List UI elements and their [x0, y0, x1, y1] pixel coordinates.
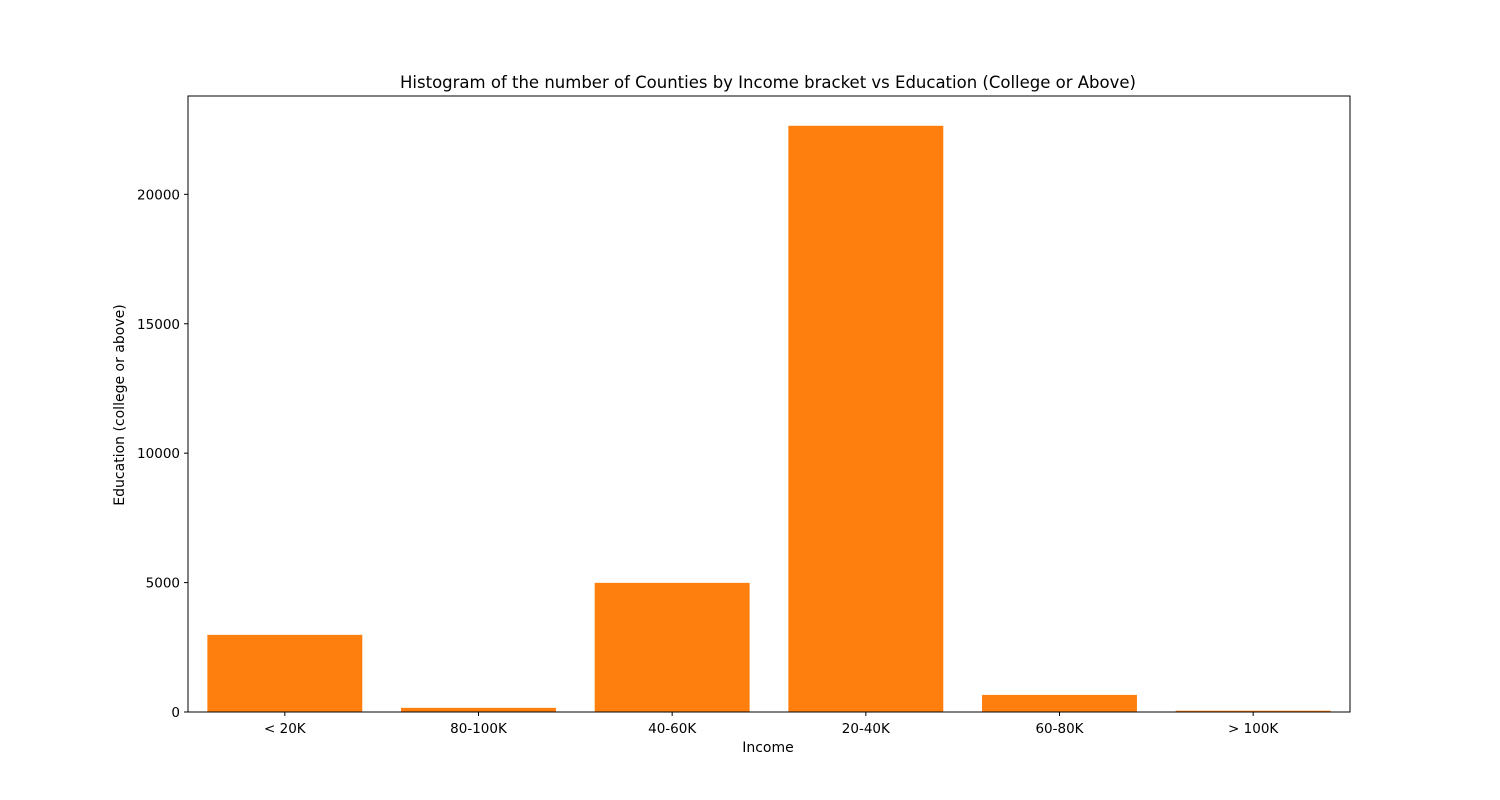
x-tick-label: 40-60K — [648, 721, 697, 737]
y-tick-label: 0 — [171, 705, 180, 721]
plot-frame — [187, 95, 1351, 713]
bar — [594, 582, 750, 712]
bar — [207, 634, 363, 712]
x-tick-label: 60-80K — [1035, 721, 1084, 737]
bar — [982, 694, 1137, 712]
y-tick-label: 5000 — [146, 576, 180, 592]
y-tick-label: 20000 — [137, 187, 180, 203]
bar — [401, 707, 556, 712]
y-tick-label: 15000 — [137, 317, 180, 333]
chart-title: Histogram of the number of Counties by I… — [400, 73, 1136, 92]
bar — [1175, 710, 1331, 712]
bar — [788, 125, 944, 712]
plot-area: < 20K 80-100K 40-60K 20-40K 60-80K > 100K 0 500… — [137, 95, 1351, 737]
x-tick-label: < 20K — [264, 721, 307, 737]
x-tick-label: 20-40K — [842, 721, 891, 737]
x-tick-label: 80-100K — [450, 721, 508, 737]
x-axis-title: Income — [742, 740, 794, 756]
y-tick-label: 10000 — [137, 446, 180, 462]
y-axis-title: Education (college or above) — [112, 304, 128, 505]
x-tick-label: > 100K — [1228, 721, 1279, 737]
